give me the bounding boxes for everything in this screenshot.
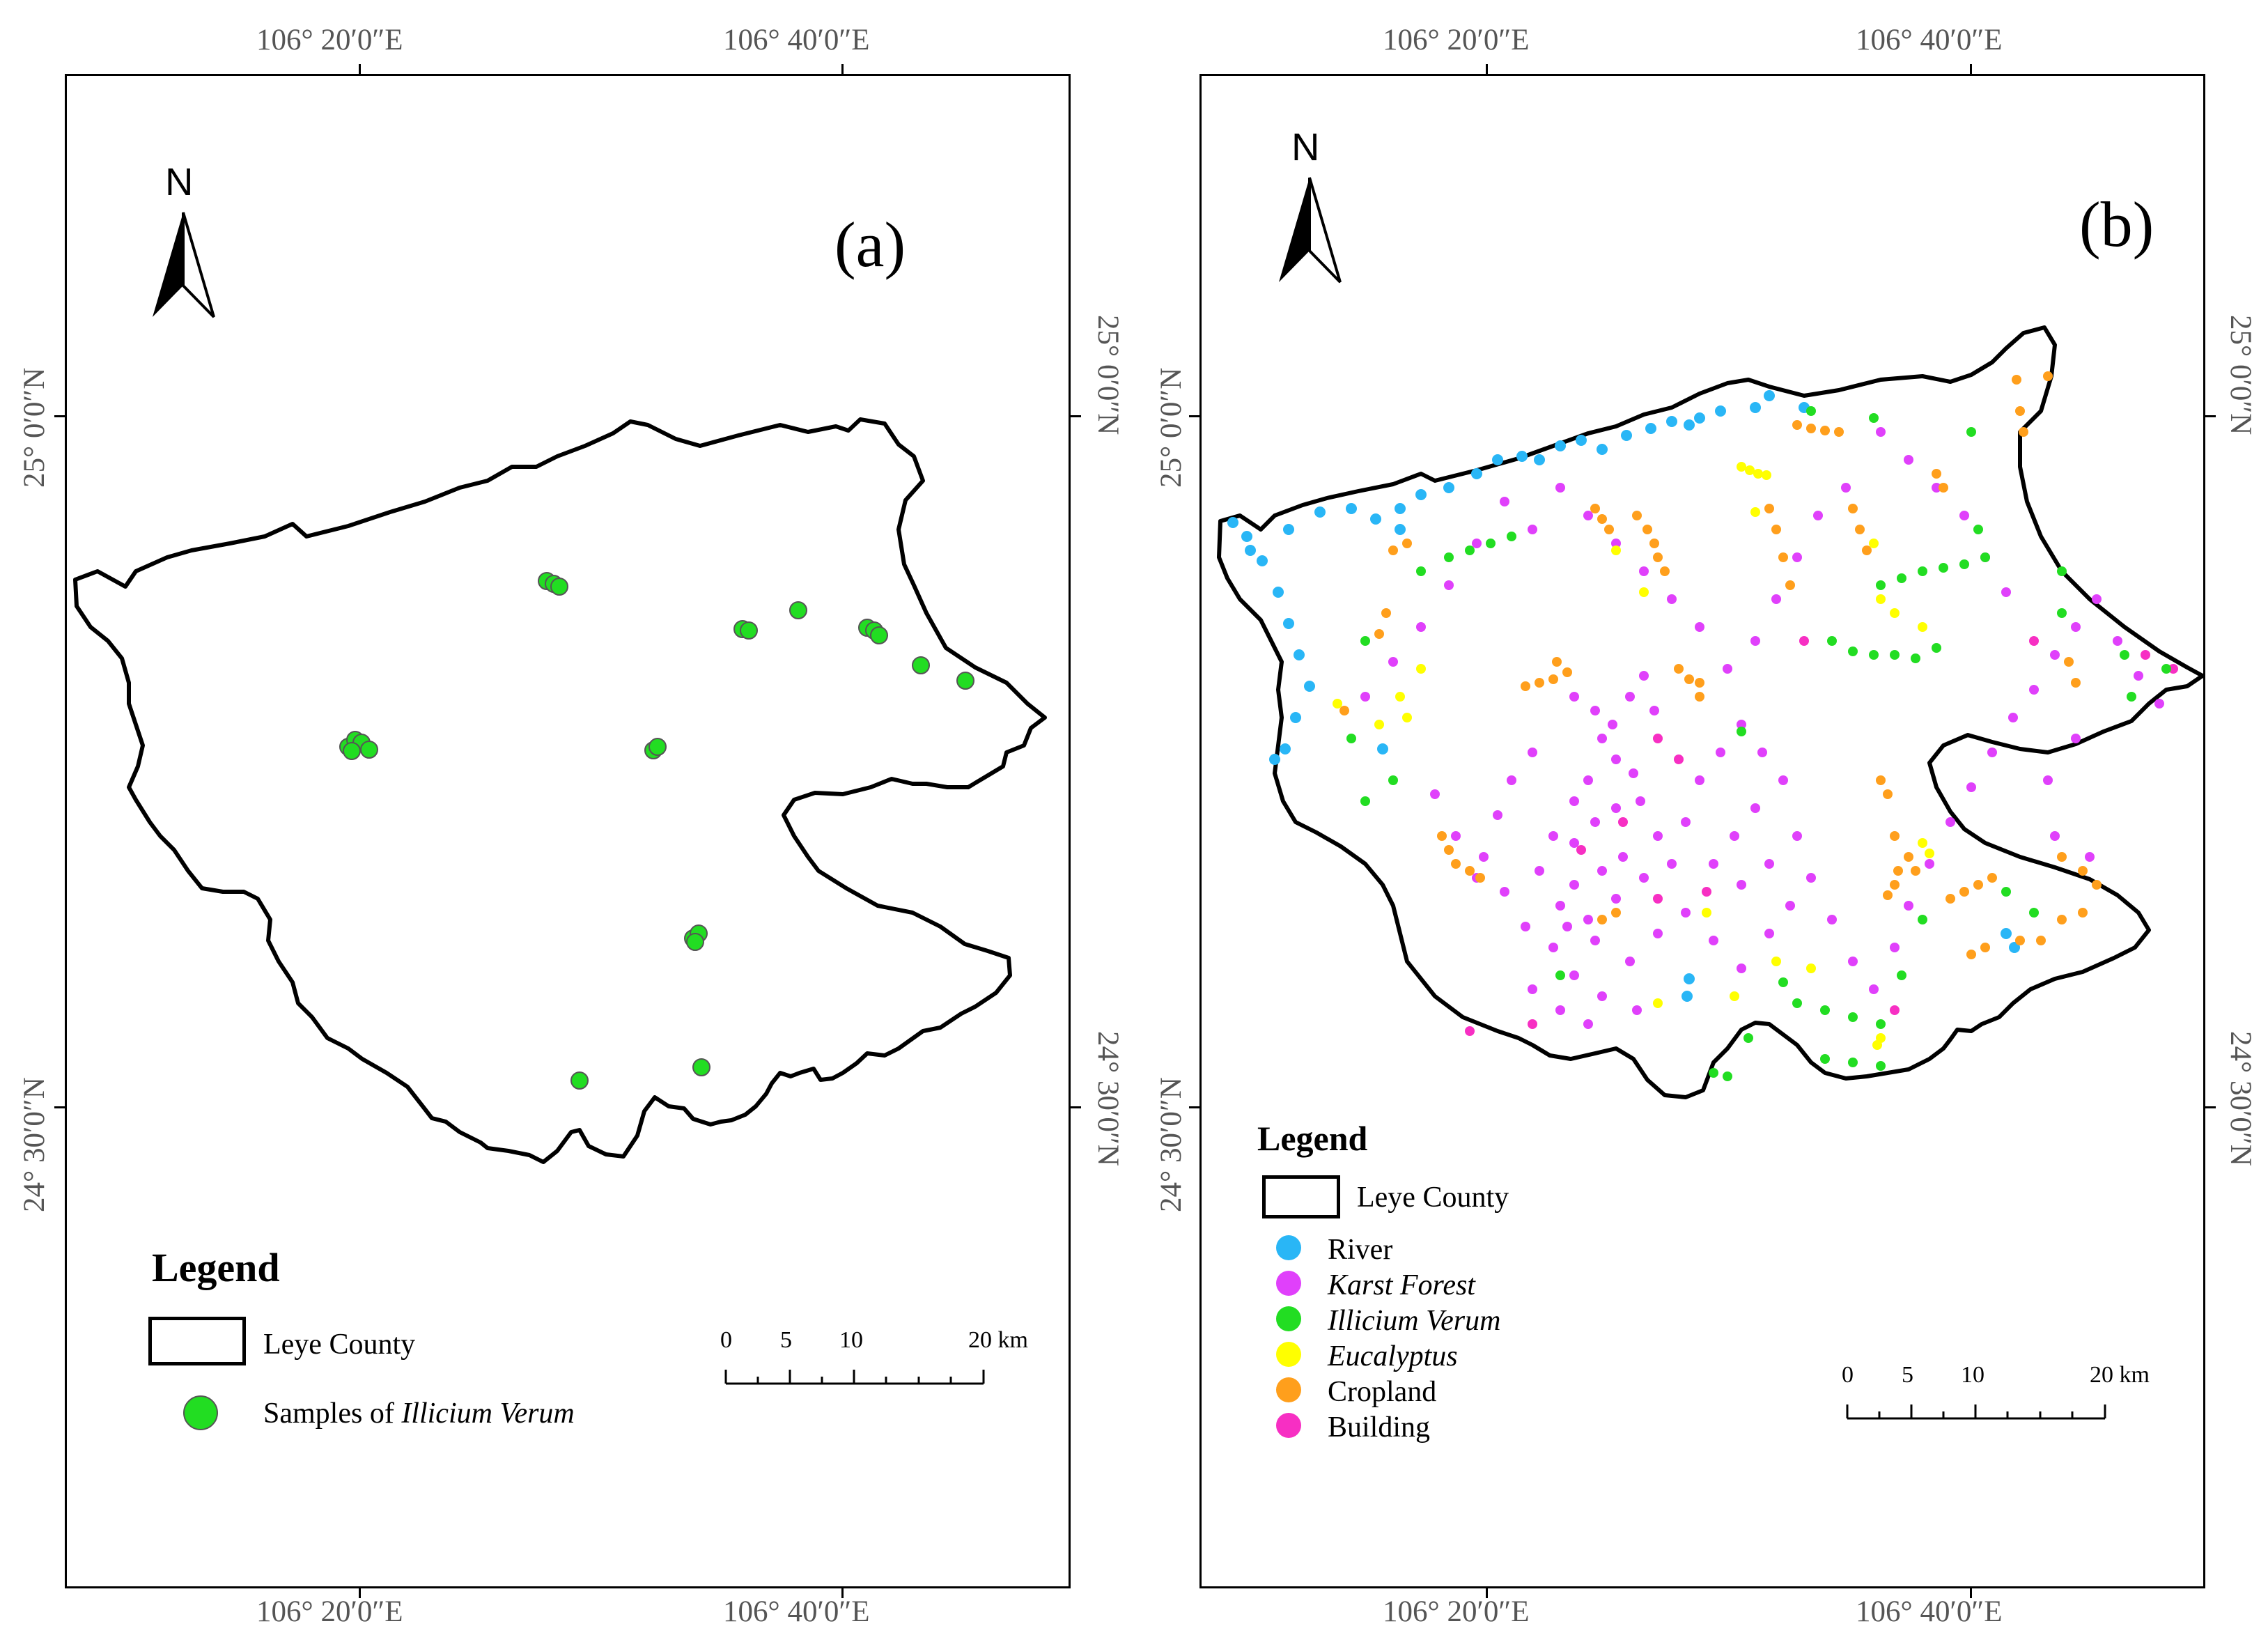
tick-right-lat2 [2205, 1106, 2216, 1108]
legend-cropland-label: Cropland [1328, 1376, 1437, 1408]
legend-eucalyptus-swatch [1276, 1342, 1301, 1367]
river-points [1227, 390, 2020, 1002]
scale-tick-label: 10 [1961, 1362, 1984, 1388]
scale-tick-label: 20 km [2090, 1362, 2150, 1388]
north-arrow-icon [1279, 177, 1342, 284]
lon-label-bottom: 106° 40′0″E [723, 1595, 870, 1628]
tick-left-lat2 [54, 1106, 65, 1108]
legend-sample-label: Samples of Illicium Verum [263, 1398, 575, 1430]
legend-river-label: River [1328, 1234, 1393, 1266]
legend-title-b: Legend [1257, 1119, 1368, 1158]
scale-bar-line-b [1846, 1404, 2106, 1420]
lon-label-top: 106° 40′0″E [723, 24, 870, 56]
scale-bar-a: 0 5 10 20 km [720, 1327, 1028, 1385]
lon-label-top: 106° 20′0″E [1383, 24, 1530, 56]
legend-illicium-verum-swatch [1276, 1306, 1301, 1331]
legend-county-label-a: Leye County [263, 1329, 416, 1361]
lon-label-top: 106° 40′0″E [1856, 24, 2003, 56]
scale-tick-label: 20 km [968, 1327, 1028, 1353]
legend-cropland-swatch [1276, 1377, 1301, 1402]
scale-tick-label: 5 [1902, 1362, 1913, 1388]
north-letter: N [1291, 125, 1320, 169]
legend-illicium-verum-label: Illicium Verum [1328, 1305, 1501, 1337]
building-points [1465, 636, 2178, 1036]
scale-tick-label: 10 [839, 1327, 863, 1353]
tick-bottom-lon2 [841, 1587, 844, 1598]
tick-right-lat1 [1070, 415, 1081, 417]
legend-karst-forest-label: Karst Forest [1328, 1269, 1475, 1301]
legend-karst-forest-swatch [1276, 1271, 1301, 1296]
legend-title-a: Legend [152, 1245, 280, 1290]
legend-county-swatch-a [148, 1317, 246, 1365]
legend-sample-swatch [183, 1395, 218, 1430]
tick-top-lon1 [1486, 64, 1488, 75]
scale-bar-line-a [724, 1370, 985, 1385]
lon-label-top: 106° 20′0″E [256, 24, 403, 56]
tick-right-lat2 [1070, 1106, 1081, 1108]
legend-county-swatch-b [1262, 1175, 1340, 1218]
tick-left-lat1 [54, 415, 65, 417]
karst-forest-points [1360, 427, 2164, 1029]
legend-river-swatch [1276, 1235, 1301, 1260]
north-arrow: N [1276, 125, 1346, 293]
scale-tick-label: 0 [720, 1327, 732, 1353]
north-letter: N [165, 160, 194, 203]
lon-label-bottom: 106° 40′0″E [1856, 1595, 2003, 1628]
cropland-points [1339, 371, 2102, 959]
tick-bottom-lon2 [1970, 1587, 1972, 1598]
panel-label-a: (a) [834, 209, 906, 280]
scale-tick-label: 5 [780, 1327, 792, 1353]
legend-building-label: Building [1328, 1411, 1431, 1444]
tick-bottom-lon1 [1486, 1587, 1488, 1598]
legend-building-swatch [1276, 1413, 1301, 1438]
tick-left-lat2 [1189, 1106, 1200, 1108]
tick-left-lat1 [1189, 415, 1200, 417]
illicium-verum-points [1346, 406, 2171, 1081]
legend-eucalyptus-label: Eucalyptus [1328, 1340, 1458, 1372]
tick-bottom-lon1 [359, 1587, 361, 1598]
panel-label-b: (b) [2079, 189, 2154, 260]
lon-label-bottom: 106° 20′0″E [256, 1595, 403, 1628]
north-arrow: N [150, 160, 219, 327]
tick-top-lon1 [359, 64, 361, 75]
scale-tick-label: 0 [1842, 1362, 1854, 1388]
lon-label-bottom: 106° 20′0″E [1383, 1595, 1530, 1628]
tick-top-lon2 [841, 64, 844, 75]
eucalyptus-points [1333, 462, 1934, 1050]
north-arrow-icon [153, 212, 215, 318]
scale-bar-b: 0 5 10 20 km [1842, 1362, 2150, 1420]
tick-right-lat1 [2205, 415, 2216, 417]
tick-top-lon2 [1970, 64, 1972, 75]
legend-county-label-b: Leye County [1357, 1182, 1509, 1214]
